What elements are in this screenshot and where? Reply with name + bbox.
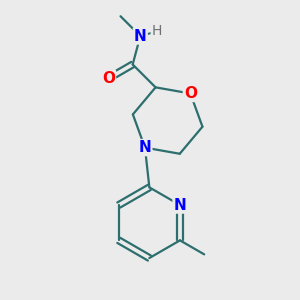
Text: O: O (184, 86, 197, 101)
Text: H: H (151, 24, 162, 38)
Text: N: N (174, 197, 186, 212)
Text: N: N (139, 140, 151, 155)
Text: N: N (134, 28, 147, 44)
Text: O: O (102, 71, 115, 86)
